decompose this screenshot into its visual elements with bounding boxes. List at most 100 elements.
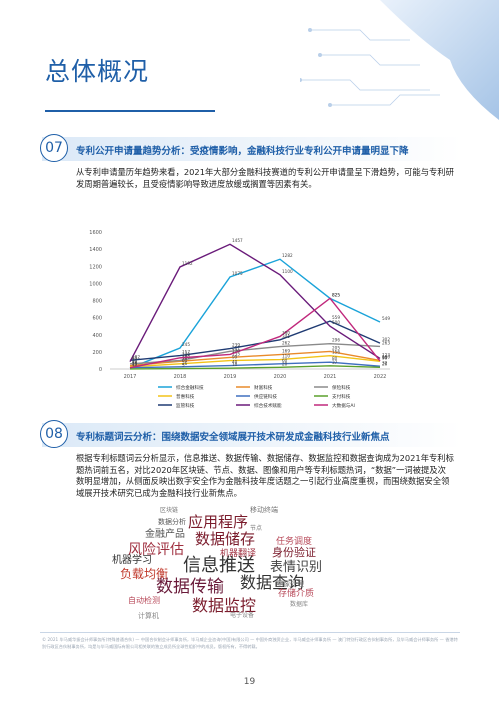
data-label: 20 bbox=[382, 361, 388, 366]
page-number: 19 bbox=[243, 677, 256, 687]
data-label: 15 bbox=[132, 362, 138, 367]
data-label: 99 bbox=[232, 355, 238, 360]
cloud-word: 数据查询 bbox=[240, 573, 304, 592]
cloud-word: 数据分析 bbox=[158, 517, 186, 526]
section-band bbox=[42, 137, 462, 161]
section-number: 08 bbox=[40, 420, 68, 448]
y-tick-label: 800 bbox=[92, 299, 102, 305]
legend-label: 综合技术赋能 bbox=[254, 402, 282, 409]
cloud-word: 自动检测 bbox=[128, 595, 160, 605]
section-number: 07 bbox=[40, 134, 68, 162]
data-label: 135 bbox=[232, 351, 240, 356]
data-label: 110 bbox=[282, 354, 290, 359]
cloud-word: 存储介质 bbox=[278, 587, 314, 599]
page-title: 总体概况 bbox=[45, 57, 150, 86]
cloud-word: 身份验证 bbox=[272, 545, 316, 559]
data-label: 40 bbox=[132, 360, 138, 365]
data-label: 245 bbox=[182, 342, 190, 347]
y-tick-label: 1600 bbox=[89, 230, 102, 236]
cloud-word: 负载均衡 bbox=[120, 567, 168, 581]
legend-label: 监管科技 bbox=[176, 402, 195, 409]
cloud-word: 机器翻译 bbox=[220, 547, 256, 559]
data-label: 123 bbox=[382, 352, 390, 357]
data-label: 26 bbox=[182, 361, 188, 366]
cloud-word: 表情识别 bbox=[270, 560, 322, 575]
y-tick-label: 1200 bbox=[89, 264, 102, 270]
section-heading: 专利公开申请量趋势分析：受疫情影响，金融科技行业专利公开申请量明显下降 bbox=[76, 146, 409, 157]
data-label: 1192 bbox=[182, 261, 193, 266]
data-label: 60 bbox=[282, 358, 288, 363]
data-label: 1 bbox=[132, 363, 135, 368]
cloud-word: 数据储存 bbox=[195, 530, 255, 548]
data-label: 90 bbox=[382, 355, 388, 360]
footer-rule bbox=[40, 632, 460, 633]
data-label: 1282 bbox=[282, 253, 293, 258]
data-label: 94 bbox=[382, 355, 388, 360]
data-label: 380 bbox=[282, 330, 290, 335]
series-line bbox=[129, 354, 381, 368]
legend-label: 普惠科技 bbox=[176, 393, 195, 400]
paragraph: 从专利申请量历年趋势来看，2021年大部分金融科技赛道的专利公开申请量呈下滑趋势… bbox=[76, 167, 454, 189]
data-label: 1457 bbox=[232, 238, 243, 243]
data-label: 262 bbox=[282, 341, 290, 346]
legend-label: 综合金融科技 bbox=[176, 384, 204, 391]
cloud-word: 数据监控 bbox=[192, 596, 256, 615]
data-label: 157 bbox=[182, 350, 190, 355]
data-label: 60 bbox=[182, 358, 188, 363]
cloud-word: 区块链 bbox=[160, 506, 178, 514]
data-label: 102 bbox=[132, 354, 140, 359]
series-line bbox=[129, 297, 381, 369]
cloud-word: 数据传输 bbox=[156, 577, 224, 597]
data-label: 85 bbox=[132, 356, 138, 361]
data-label: 20 bbox=[282, 361, 288, 366]
paragraph: 根据专利标题词云分析显示，信息推送、数据传输、数据储存、数据监控和数据查询成为2… bbox=[76, 453, 454, 498]
data-label: 156 bbox=[332, 350, 340, 355]
data-label: 302 bbox=[382, 337, 390, 342]
title-rule bbox=[45, 110, 215, 112]
data-label: 263 bbox=[382, 340, 390, 345]
data-label: 205 bbox=[332, 345, 340, 350]
data-label: 169 bbox=[282, 349, 290, 354]
series-line bbox=[129, 320, 381, 361]
series-line bbox=[129, 243, 381, 363]
series-line bbox=[129, 258, 381, 369]
legend-label: 支付科技 bbox=[332, 393, 351, 400]
section-band bbox=[42, 423, 462, 447]
data-label: 40 bbox=[232, 360, 238, 365]
x-tick-label: 2022 bbox=[374, 374, 387, 380]
cloud-word: 任务调度 bbox=[276, 535, 312, 547]
data-label: 341 bbox=[282, 334, 290, 339]
data-label: 1075 bbox=[232, 271, 243, 276]
footer-note: © 2021 毕马威华振会计师事务所(特殊普通合伙) — 中国合伙制会计师事务所… bbox=[42, 637, 458, 649]
series-line bbox=[129, 342, 381, 365]
data-label: 100 bbox=[382, 354, 390, 359]
data-label: 296 bbox=[332, 338, 340, 343]
cloud-word: 机器学习 bbox=[112, 553, 152, 566]
legend-label: 保险科技 bbox=[332, 384, 351, 391]
y-tick-label: 1400 bbox=[89, 247, 102, 253]
data-label: 5 bbox=[182, 363, 185, 368]
cloud-word: 金融产品 bbox=[145, 527, 185, 540]
y-tick-label: 600 bbox=[92, 316, 102, 322]
cloud-word: 电子设备 bbox=[230, 611, 254, 619]
series-line bbox=[129, 365, 381, 370]
cloud-word: 数据库 bbox=[290, 600, 308, 608]
x-tick-label: 2018 bbox=[174, 374, 187, 380]
data-label: 549 bbox=[382, 316, 390, 321]
legend-label: 供应链科技 bbox=[254, 393, 277, 400]
cloud-word: 节点 bbox=[250, 524, 262, 532]
x-tick-label: 2020 bbox=[274, 374, 287, 380]
legend-label: 大数据与AI bbox=[332, 402, 355, 409]
data-label: 239 bbox=[232, 343, 240, 348]
section-heading: 专利标题词云分析：围绕数据安全领域展开技术研发成金融科技行业新焦点 bbox=[76, 432, 390, 443]
data-label: 500 bbox=[332, 320, 340, 325]
cloud-word: 移动终端 bbox=[250, 505, 278, 514]
cloud-word: 应用程序 bbox=[188, 513, 248, 531]
legend-label: 财富科技 bbox=[254, 384, 273, 391]
data-label: 15 bbox=[132, 362, 138, 367]
y-tick-label: 0 bbox=[99, 367, 102, 373]
data-label: 825 bbox=[332, 292, 340, 297]
